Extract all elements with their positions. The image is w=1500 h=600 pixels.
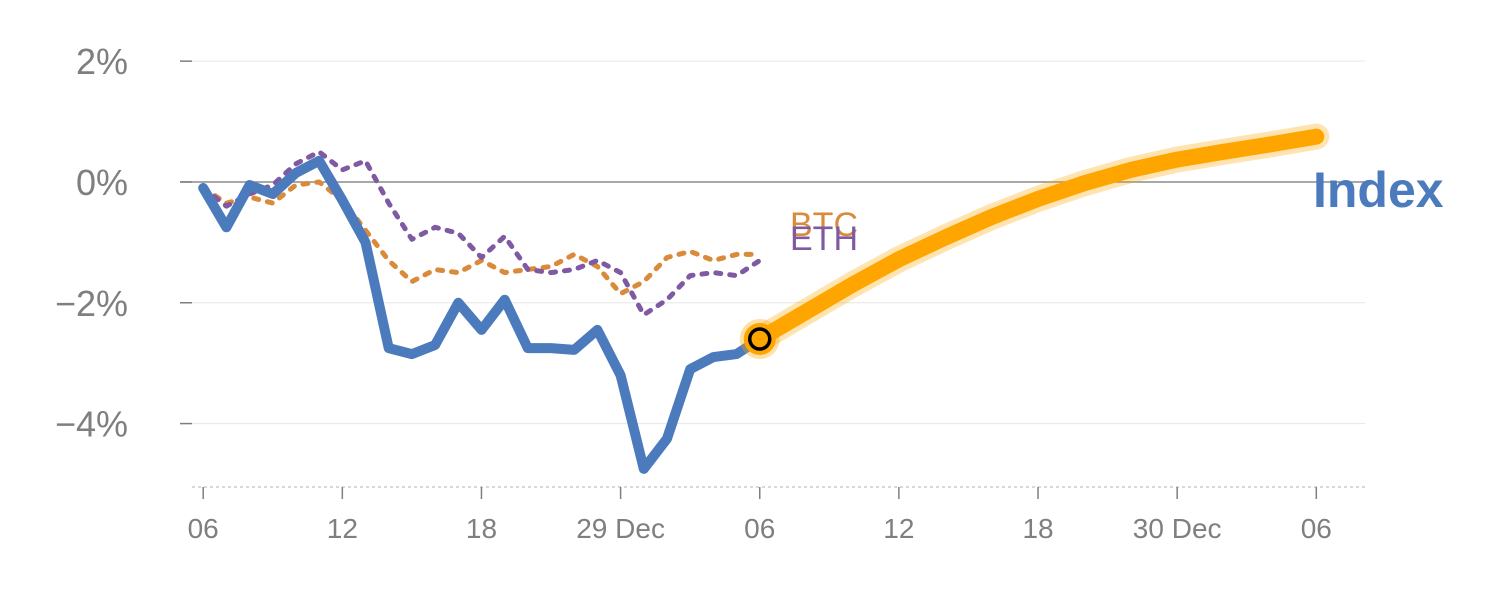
current-value-marker [739,319,780,360]
x-tick-label: 12 [327,513,358,544]
x-tick-label: 30 Dec [1133,513,1222,544]
y-tick-label: 0% [76,162,128,203]
series-line-btc [200,179,763,297]
x-tick-label: 29 Dec [576,513,665,544]
x-tick-label: 06 [1301,513,1332,544]
series-lines [198,123,1330,474]
x-tick-label: 06 [744,513,775,544]
y-tick-label: 2% [76,41,128,82]
grid-lines [180,60,1365,488]
series-labels: BTC ETH Index [790,162,1444,258]
series-label-eth: ETH [790,220,858,258]
forecast-line [751,128,1325,347]
series-line-eth [200,149,763,318]
x-tick-label: 18 [1022,513,1053,544]
y-tick-label: −2% [55,283,128,324]
x-tick-label: 18 [466,513,497,544]
series-line-index [198,155,765,474]
series-label-btc: BTC [790,206,858,244]
series-label-index: Index [1313,162,1444,218]
x-axis-ticks: 06 12 18 29 Dec 06 12 18 30 Dec 06 [188,487,1332,544]
y-tick-label: −4% [55,404,128,445]
x-tick-label: 06 [188,513,219,544]
x-tick-label: 12 [883,513,914,544]
y-axis-ticks: 2% 0% −2% −4% [55,41,192,445]
marker-point [747,327,772,351]
